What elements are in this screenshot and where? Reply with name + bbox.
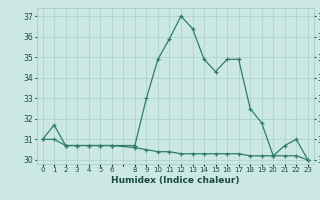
X-axis label: Humidex (Indice chaleur): Humidex (Indice chaleur) <box>111 176 239 185</box>
